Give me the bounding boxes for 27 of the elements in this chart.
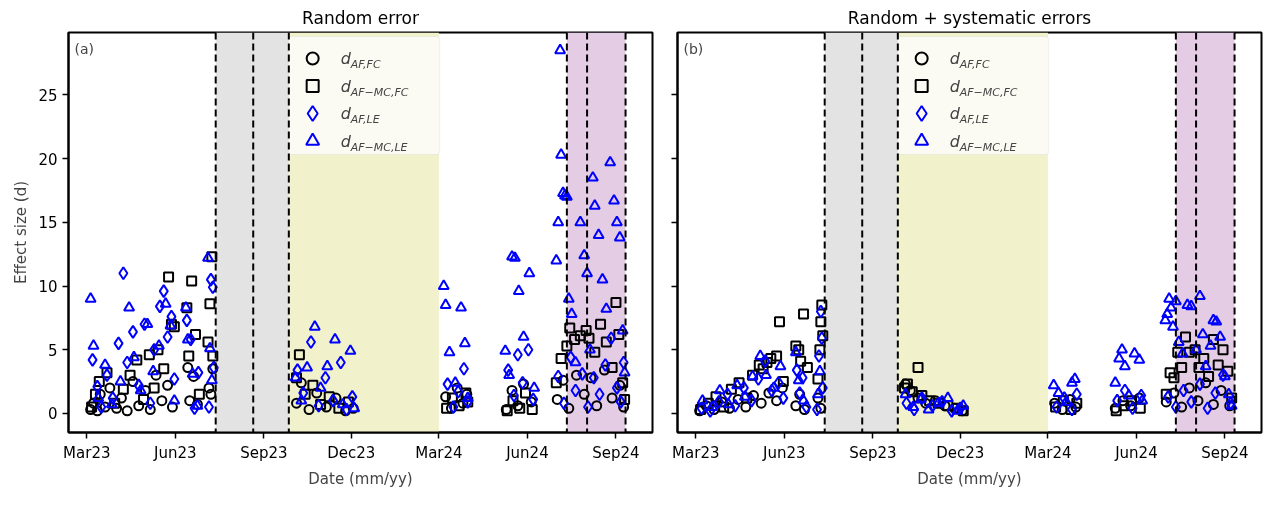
x-tick-label: Jun23 [762, 443, 806, 462]
x-tick-label: Mar23 [63, 443, 111, 462]
annotation: (b) [683, 40, 704, 57]
annotation: (a) [74, 40, 95, 57]
y-tick-label: 25 [38, 86, 58, 105]
y-tick-label: 15 [38, 214, 58, 233]
chart-title: Random + systematic errors [847, 7, 1092, 28]
x-tick-label: Jun24 [505, 443, 549, 462]
x-tick-label: Sep23 [240, 443, 288, 462]
x-tick-label: Mar23 [672, 443, 720, 462]
x-tick-label: Jun24 [1114, 443, 1158, 462]
x-tick-label: Sep24 [1201, 443, 1249, 462]
y-tick-label: 5 [47, 341, 58, 360]
x-tick-label: Jun23 [153, 443, 197, 462]
x-tick-label: Dec23 [936, 443, 985, 462]
x-axis-title: Date (mm/yy) [917, 469, 1022, 488]
x-axis-title: Date (mm/yy) [308, 469, 413, 488]
y-tick-label: 0 [47, 405, 58, 424]
x-tick-label: Mar24 [415, 443, 463, 462]
x-tick-label: Sep23 [849, 443, 897, 462]
x-tick-label: Mar24 [1024, 443, 1072, 462]
chart-title: Random error [302, 7, 419, 28]
x-tick-label: Dec23 [327, 443, 376, 462]
y-tick-label: 10 [38, 278, 58, 296]
y-tick-label: 20 [38, 150, 58, 169]
y-axis-title: Effect size (d) [12, 180, 31, 285]
x-tick-label: Sep24 [592, 443, 640, 462]
